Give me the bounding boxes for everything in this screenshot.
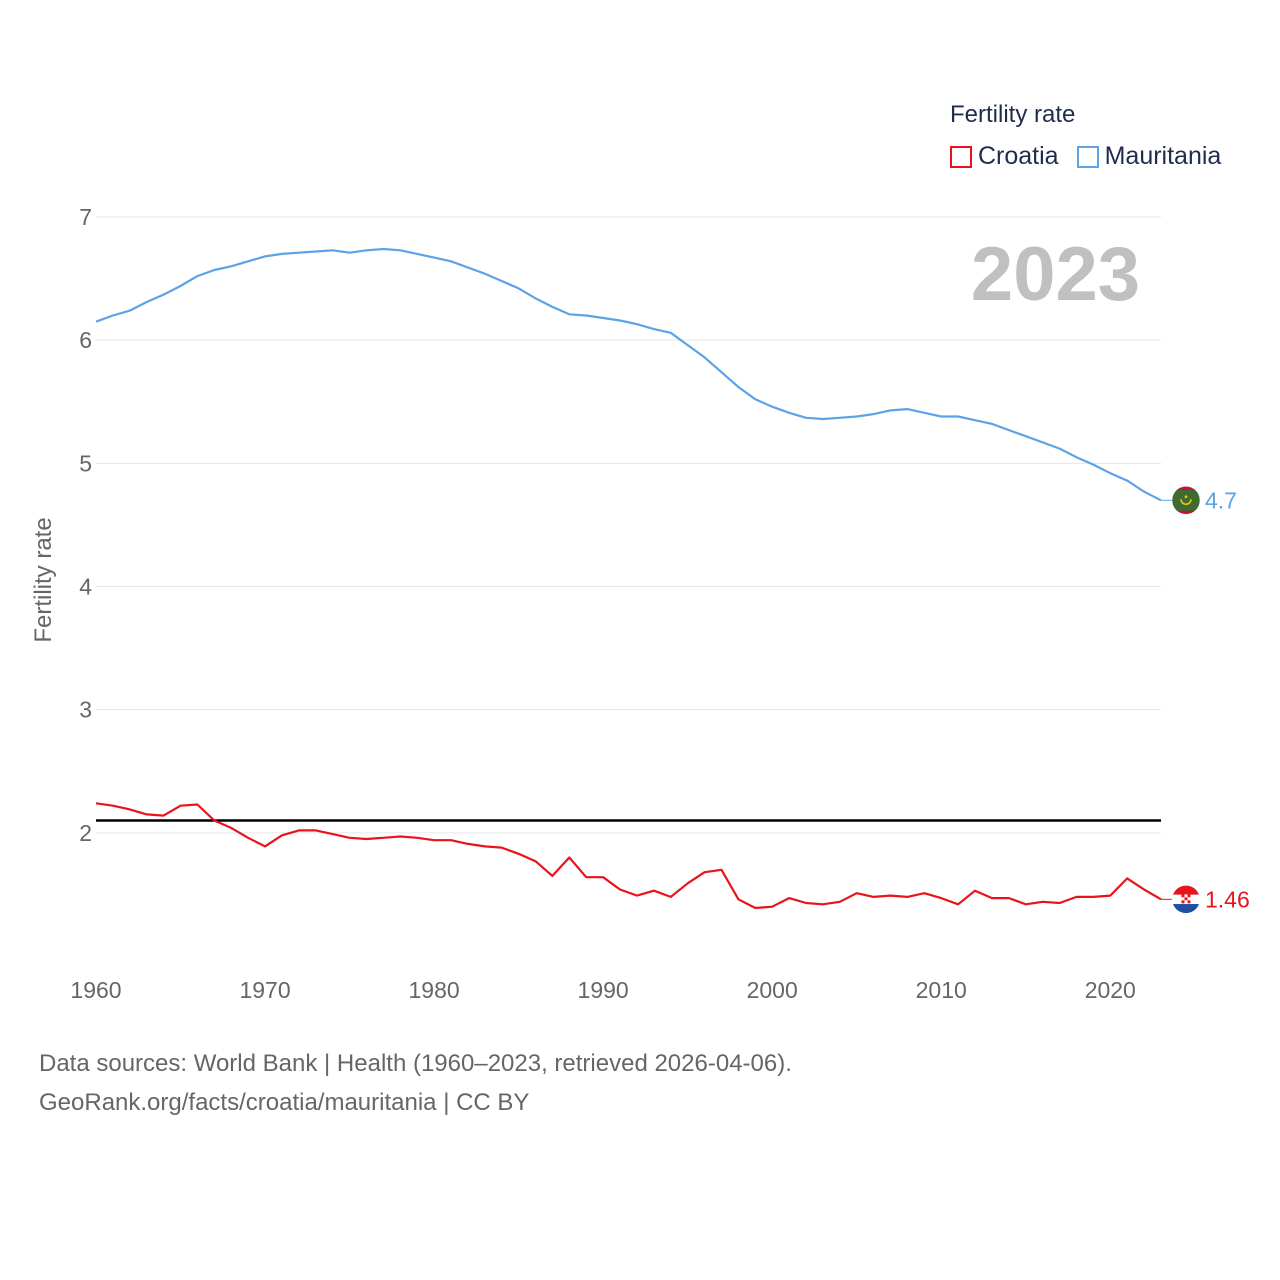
x-axis-ticks: 1960 1970 1980 1990 2000 2010 2020 [70, 977, 1135, 1003]
source-note: Data sources: World Bank | Health (1960–… [39, 1044, 792, 1122]
legend-title: Fertility rate [950, 101, 1076, 128]
current-year-label: 2023 [971, 232, 1140, 317]
end-markers: 1.46 4.7 [1161, 486, 1250, 914]
end-value-label-croatia: 1.46 [1205, 886, 1250, 912]
legend-item-croatia[interactable]: Croatia [950, 142, 1059, 171]
y-tick-label-6: 6 [79, 327, 92, 353]
series-line-mauritania[interactable] [95, 247, 1162, 502]
x-tick-label-1990: 1990 [578, 977, 629, 1003]
legend: Croatia Mauritania [950, 142, 1239, 171]
x-tick-label-2000: 2000 [747, 977, 798, 1003]
series-lines [95, 247, 1162, 910]
end-value-label-mauritania: 4.7 [1205, 487, 1237, 513]
x-tick-label-2010: 2010 [916, 977, 967, 1003]
legend-swatch-croatia [950, 145, 972, 168]
croatia-flag-icon [1171, 885, 1201, 914]
x-tick-label-1980: 1980 [409, 977, 460, 1003]
legend-item-mauritania[interactable]: Mauritania [1076, 142, 1222, 171]
x-tick-label-1960: 1960 [70, 977, 121, 1003]
source-line-2[interactable]: GeoRank.org/facts/croatia/mauritania | C… [39, 1089, 530, 1116]
mauritania-flag-icon [1171, 486, 1201, 515]
y-tick-label-5: 5 [79, 450, 92, 476]
x-tick-label-2020: 2020 [1085, 977, 1136, 1003]
gridlines [96, 216, 1161, 834]
legend-swatch-mauritania [1076, 145, 1099, 168]
y-tick-label-2: 2 [79, 820, 92, 846]
legend-label-mauritania: Mauritania [1104, 142, 1222, 170]
x-tick-label-1970: 1970 [239, 977, 290, 1003]
series-line-croatia[interactable] [95, 802, 1162, 910]
y-tick-label-4: 4 [79, 574, 92, 600]
y-axis-ticks: 2 3 4 5 6 7 [79, 204, 92, 846]
y-axis-label: Fertility rate [30, 517, 57, 642]
legend-label-croatia: Croatia [978, 142, 1059, 170]
source-line-1: Data sources: World Bank | Health (1960–… [39, 1050, 792, 1077]
y-tick-label-7: 7 [79, 204, 92, 230]
y-tick-label-3: 3 [79, 697, 92, 723]
